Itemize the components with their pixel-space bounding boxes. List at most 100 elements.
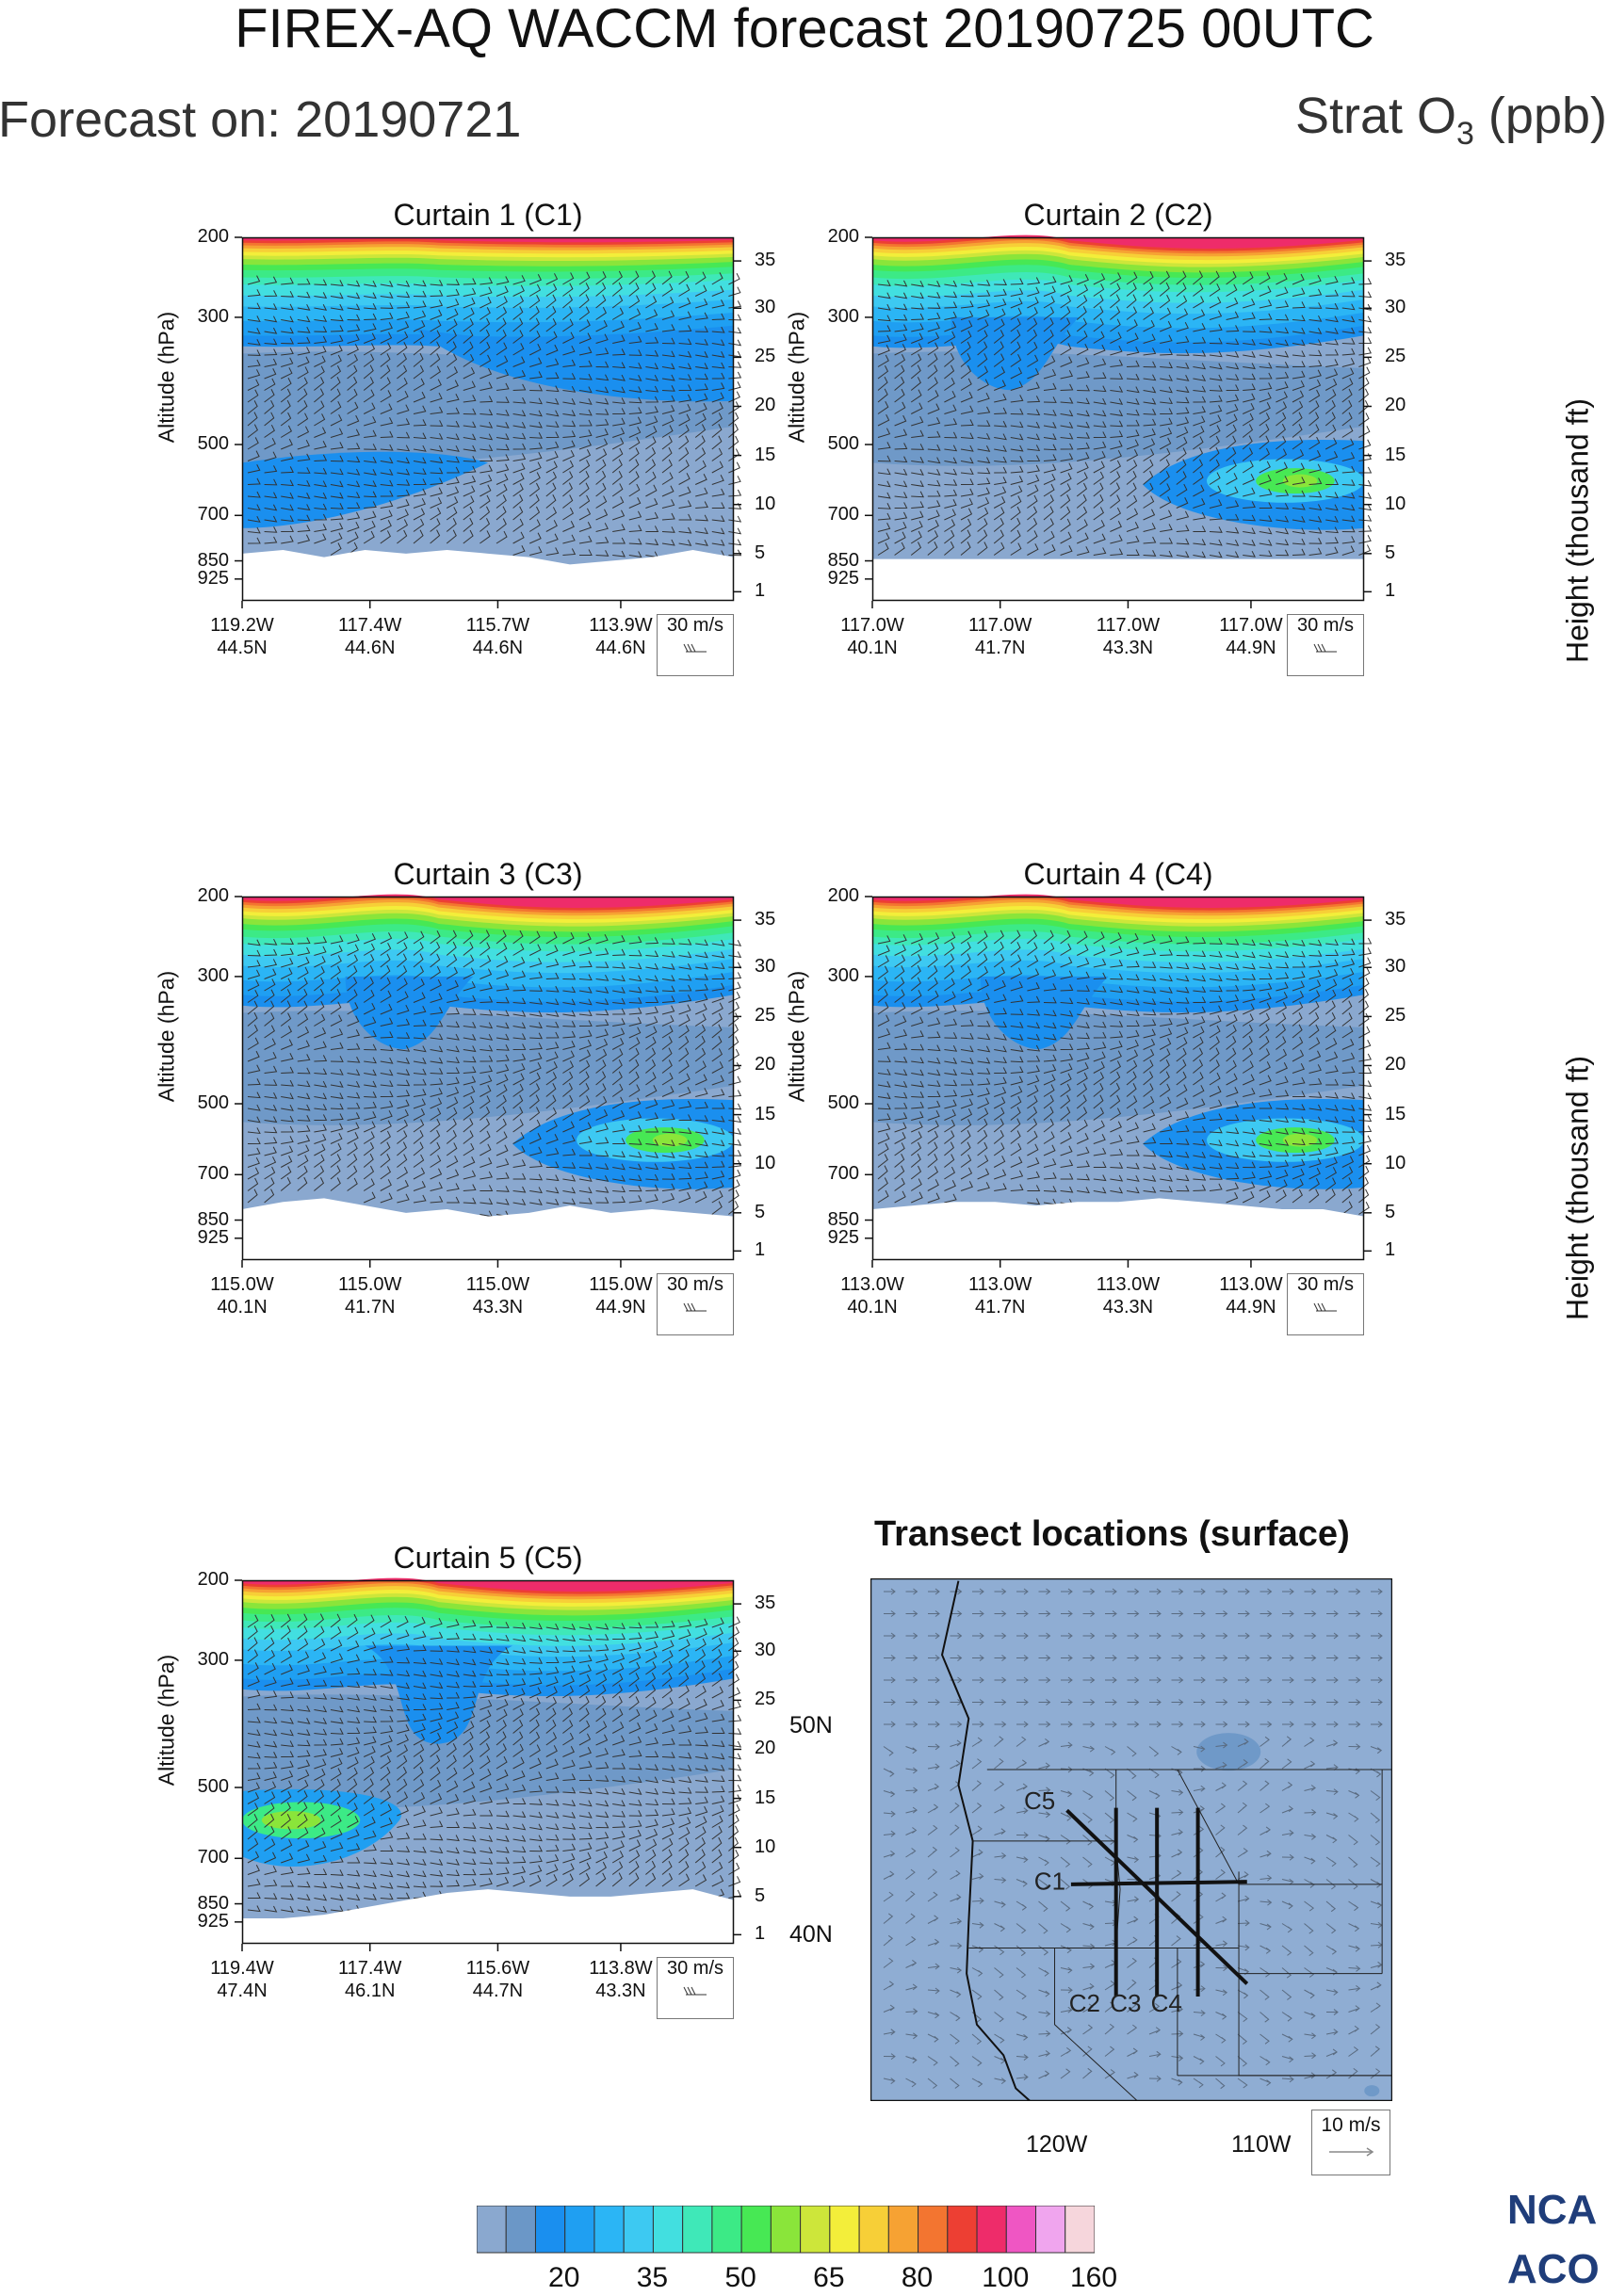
curtain-4-reference-vector-box: 30 m/s — [1287, 1273, 1364, 1335]
wind-barb-icon — [1313, 643, 1337, 653]
colorbar-swatch — [976, 2206, 1007, 2254]
colorbar-level-label: 80 — [901, 2262, 934, 2293]
curtain-3-pressure-tick: 300 — [197, 964, 229, 986]
curtain-1-height-tick: 35 — [755, 250, 776, 271]
colorbar-level-label: 160 — [1069, 2262, 1118, 2293]
curtain-4-plot — [865, 894, 1373, 1268]
curtain-2-ylabel: Altitude (hPa) — [784, 311, 809, 444]
x-tick-lat: 44.9N — [595, 1297, 646, 1318]
x-tick-lat: 40.1N — [847, 1297, 898, 1318]
colorbar-swatch — [947, 2206, 978, 2254]
curtain-3-title: Curtain 3 (C3) — [393, 857, 583, 891]
curtain-3-pressure-tick: 700 — [197, 1163, 229, 1185]
curtain-5-x-tick: 119.4W 47.4N — [195, 1957, 289, 2002]
x-tick-lon: 115.0W — [465, 1274, 530, 1295]
curtain-4-height-tick: 15 — [1385, 1103, 1406, 1124]
x-tick-lon: 115.0W — [337, 1274, 402, 1295]
curtain-4-pressure-tick: 300 — [827, 964, 859, 986]
curtain-2-pressure-tick: 700 — [827, 504, 859, 525]
colorbar-swatch — [477, 2206, 507, 2254]
colorbar-swatch — [770, 2206, 802, 2254]
x-tick-lat: 44.6N — [472, 638, 524, 658]
x-tick-lon: 113.9W — [589, 615, 653, 636]
x-tick-lat: 43.3N — [1102, 638, 1154, 658]
x-tick-lat: 47.4N — [217, 1981, 268, 2001]
colorbar-level-label: 35 — [636, 2262, 669, 2293]
curtain-5-ylabel: Altitude (hPa) — [154, 1654, 179, 1787]
curtain-3-x-tick: 115.0W 43.3N — [450, 1273, 544, 1318]
curtain-3-height-tick: 1 — [755, 1239, 766, 1261]
curtain-4-height-tick: 35 — [1385, 909, 1406, 930]
curtain-2-pressure-tick: 300 — [827, 305, 859, 327]
curtain-1-x-tick: 113.9W 44.6N — [574, 614, 668, 659]
curtain-2-pressure-tick: 850 — [827, 549, 859, 571]
reference-vector-label: 30 m/s — [1296, 615, 1355, 636]
transect-label-c5: C5 — [1024, 1787, 1055, 1815]
curtain-5-height-tick: 1 — [755, 1923, 766, 1945]
colorbar-swatch — [858, 2206, 889, 2254]
curtain-3-x-tick: 115.0W 40.1N — [195, 1273, 289, 1318]
colorbar-swatch — [800, 2206, 831, 2254]
x-tick-lon: 115.7W — [465, 615, 530, 636]
curtain-2-height-tick: 30 — [1385, 297, 1406, 318]
colorbar-swatch — [887, 2206, 919, 2254]
curtain-3-pressure-tick: 500 — [197, 1092, 229, 1114]
ncar-logo-line2: ACO — [1507, 2246, 1600, 2292]
x-tick-lon: 113.8W — [589, 1958, 653, 1979]
curtain-3-height-tick: 30 — [755, 956, 776, 978]
curtain-5-x-tick: 115.6W 44.7N — [450, 1957, 544, 2002]
transect-label-c3: C3 — [1110, 1989, 1141, 2017]
transect-label-c2: C2 — [1069, 1989, 1100, 2017]
map-reference-arrow-icon — [1329, 2147, 1374, 2157]
transect-map: C5 C1 C2 C3 C4 — [870, 1578, 1392, 2101]
x-tick-lat: 44.6N — [595, 638, 646, 658]
map-lon-tick-110w: 110W — [1231, 2131, 1292, 2158]
curtain-4-pressure-tick: 200 — [827, 885, 859, 906]
curtain-1-pressure-tick: 300 — [197, 305, 229, 327]
ncar-logo-line1: NCA — [1507, 2187, 1598, 2233]
curtain-2-pressure-tick: 200 — [827, 226, 859, 247]
curtain-2-pressure-tick: 500 — [827, 433, 859, 455]
curtain-5-plot — [235, 1577, 742, 1951]
variable-suffix: (ppb) — [1473, 88, 1607, 144]
colorbar-swatch — [1005, 2206, 1037, 2254]
curtain-1-reference-vector-box: 30 m/s — [657, 614, 734, 676]
colorbar-swatch — [682, 2206, 713, 2254]
curtain-2-plot — [865, 234, 1373, 608]
map-lon-tick-120w: 120W — [1026, 2131, 1088, 2158]
figure-title: FIREX-AQ WACCM forecast 20190725 00UTC — [235, 0, 1374, 59]
x-tick-lat: 43.3N — [1102, 1297, 1154, 1318]
curtain-3-x-tick: 115.0W 44.9N — [574, 1273, 668, 1318]
colorbar-swatch — [740, 2206, 772, 2254]
curtain-5-x-tick: 117.4W 46.1N — [323, 1957, 417, 2002]
variable-prefix: Strat O — [1294, 88, 1456, 144]
curtain-5-height-tick: 5 — [755, 1884, 766, 1906]
colorbar-swatch — [505, 2206, 536, 2254]
x-tick-lat: 44.7N — [472, 1981, 524, 2001]
variable-label: Strat O3 (ppb) — [1295, 87, 1607, 153]
curtain-4-height-tick: 20 — [1385, 1054, 1406, 1075]
curtain-1-pressure-tick: 850 — [197, 549, 229, 571]
x-tick-lon: 113.0W — [967, 1274, 1032, 1295]
x-tick-lon: 117.0W — [967, 615, 1032, 636]
x-tick-lat: 44.9N — [1226, 1297, 1276, 1318]
x-tick-lat: 41.7N — [975, 638, 1026, 658]
colorbar-swatch — [534, 2206, 566, 2254]
wind-barb-icon — [683, 1986, 707, 1996]
colorbar-swatch — [918, 2206, 949, 2254]
curtain-1-ylabel: Altitude (hPa) — [154, 311, 179, 444]
reference-vector-label: 30 m/s — [1296, 1274, 1355, 1295]
x-tick-lat: 44.5N — [217, 638, 268, 658]
map-lat-tick-50n: 50N — [789, 1712, 833, 1738]
curtain-3-height-tick: 25 — [755, 1005, 776, 1027]
curtain-4-pressure-tick: 850 — [827, 1208, 859, 1230]
curtain-3-reference-vector-box: 30 m/s — [657, 1273, 734, 1335]
curtain-2-title: Curtain 2 (C2) — [1023, 198, 1213, 232]
curtain-1-plot — [235, 236, 742, 608]
colorbar-level-label: 100 — [982, 2262, 1030, 2293]
curtain-2-height-tick: 20 — [1385, 395, 1406, 416]
curtain-3-pressure-tick: 925 — [197, 1226, 229, 1248]
curtain-4-height-tick: 25 — [1385, 1005, 1406, 1027]
x-tick-lon: 117.0W — [1096, 615, 1161, 636]
curtain-4-x-tick: 113.0W 44.9N — [1204, 1273, 1298, 1318]
